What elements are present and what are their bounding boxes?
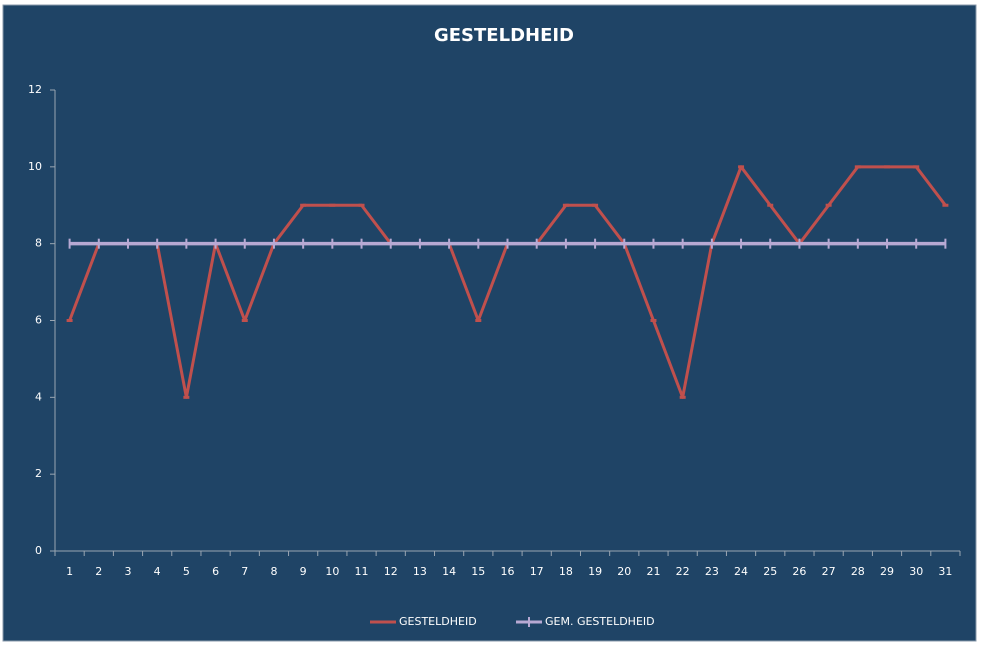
x-tick-label: 4 <box>154 565 161 578</box>
y-tick-label: 0 <box>35 544 42 557</box>
x-tick-label: 11 <box>355 565 369 578</box>
chart-title: GESTELDHEID <box>434 25 574 46</box>
x-tick-label: 26 <box>792 565 806 578</box>
x-tick-label: 7 <box>241 565 248 578</box>
x-tick-label: 19 <box>588 565 602 578</box>
x-tick-label: 14 <box>442 565 456 578</box>
x-tick-label: 18 <box>559 565 573 578</box>
x-tick-label: 28 <box>851 565 865 578</box>
y-tick-label: 4 <box>35 390 42 403</box>
x-tick-label: 9 <box>300 565 307 578</box>
x-tick-label: 27 <box>822 565 836 578</box>
x-tick-label: 5 <box>183 565 190 578</box>
x-tick-label: 21 <box>646 565 660 578</box>
x-tick-label: 24 <box>734 565 748 578</box>
x-tick-label: 30 <box>909 565 923 578</box>
x-tick-label: 29 <box>880 565 894 578</box>
x-tick-label: 10 <box>325 565 339 578</box>
x-tick-label: 2 <box>95 565 102 578</box>
x-tick-label: 8 <box>270 565 277 578</box>
x-tick-label: 23 <box>705 565 719 578</box>
x-tick-label: 31 <box>938 565 952 578</box>
y-tick-label: 10 <box>28 160 42 173</box>
x-tick-label: 12 <box>384 565 398 578</box>
y-tick-label: 6 <box>35 314 42 327</box>
x-tick-label: 3 <box>124 565 131 578</box>
legend-label: GESTELDHEID <box>399 615 477 628</box>
y-tick-label: 8 <box>35 237 42 250</box>
y-tick-label: 12 <box>28 83 42 96</box>
x-tick-label: 6 <box>212 565 219 578</box>
x-tick-label: 15 <box>471 565 485 578</box>
x-tick-label: 22 <box>676 565 690 578</box>
x-tick-label: 1 <box>66 565 73 578</box>
legend-label: GEM. GESTELDHEID <box>545 615 655 628</box>
x-tick-label: 16 <box>501 565 515 578</box>
y-tick-label: 2 <box>35 467 42 480</box>
x-tick-label: 20 <box>617 565 631 578</box>
x-tick-label: 25 <box>763 565 777 578</box>
x-tick-label: 17 <box>530 565 544 578</box>
x-tick-label: 13 <box>413 565 427 578</box>
chart-background <box>2 4 977 642</box>
